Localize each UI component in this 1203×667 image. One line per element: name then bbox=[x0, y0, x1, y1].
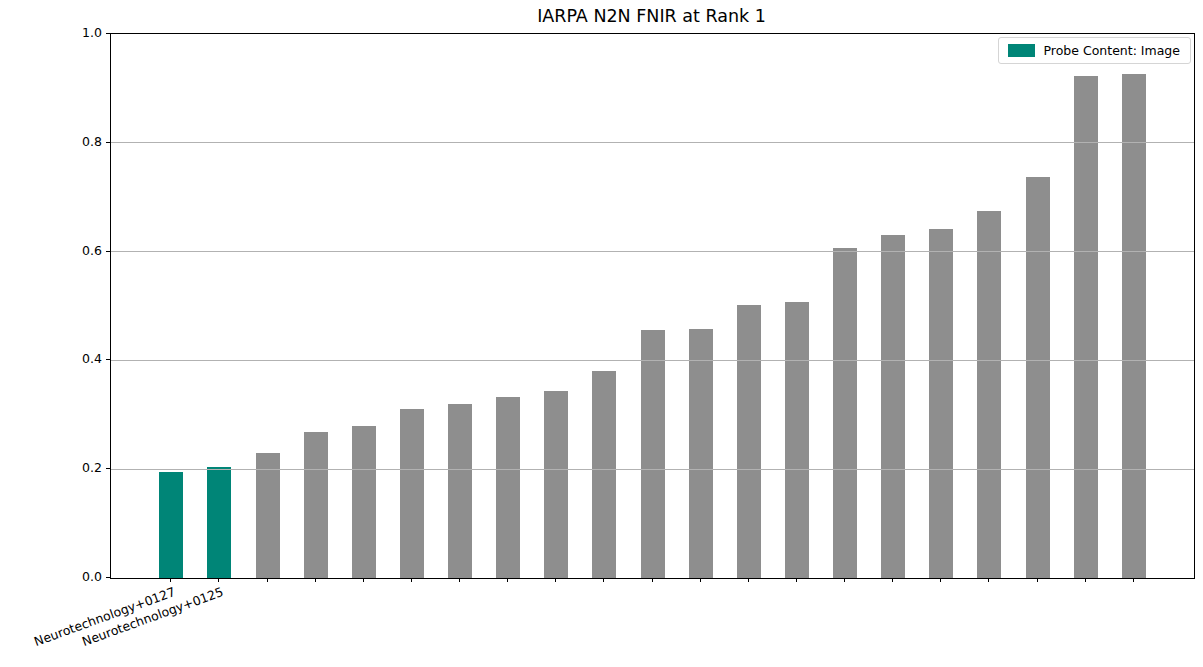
x-tick-mark bbox=[555, 578, 556, 582]
figure: IARPA N2N FNIR at Rank 1 FNIR @ Rank 1 P… bbox=[0, 0, 1203, 667]
bar bbox=[1026, 177, 1050, 578]
plot-area bbox=[110, 33, 1195, 579]
gridline bbox=[111, 469, 1194, 470]
bar bbox=[881, 235, 905, 578]
x-tick-mark bbox=[748, 578, 749, 582]
x-tick-mark bbox=[315, 578, 316, 582]
bar bbox=[207, 467, 231, 578]
bar bbox=[544, 391, 568, 578]
gridline bbox=[111, 142, 1194, 143]
bar bbox=[689, 329, 713, 578]
y-tick-label: 0.0 bbox=[62, 569, 102, 585]
bar bbox=[833, 248, 857, 578]
bar bbox=[400, 409, 424, 578]
x-tick-mark bbox=[1085, 578, 1086, 582]
x-tick-mark bbox=[603, 578, 604, 582]
x-tick-mark bbox=[652, 578, 653, 582]
gridline bbox=[111, 251, 1194, 252]
x-tick-mark bbox=[988, 578, 989, 582]
x-tick-mark bbox=[507, 578, 508, 582]
chart-title: IARPA N2N FNIR at Rank 1 bbox=[110, 6, 1193, 26]
legend-swatch-icon bbox=[1008, 44, 1035, 57]
x-tick-mark bbox=[700, 578, 701, 582]
x-tick-mark bbox=[796, 578, 797, 582]
x-tick-mark bbox=[218, 578, 219, 582]
y-tick-label: 0.2 bbox=[62, 460, 102, 476]
bar bbox=[256, 453, 280, 578]
bar bbox=[448, 404, 472, 578]
bar bbox=[929, 229, 953, 578]
x-tick-mark bbox=[363, 578, 364, 582]
y-tick-label: 1.0 bbox=[62, 25, 102, 41]
x-tick-mark bbox=[411, 578, 412, 582]
y-tick-mark bbox=[106, 468, 110, 469]
bar bbox=[785, 302, 809, 578]
bar bbox=[1074, 76, 1098, 578]
legend-label: Probe Content: Image bbox=[1044, 43, 1180, 58]
gridline bbox=[111, 360, 1194, 361]
x-tick-mark bbox=[1133, 578, 1134, 582]
x-tick-mark bbox=[170, 578, 171, 582]
bar bbox=[641, 330, 665, 578]
bar bbox=[592, 371, 616, 578]
bar bbox=[737, 305, 761, 578]
y-tick-mark bbox=[106, 359, 110, 360]
bar bbox=[1122, 74, 1146, 578]
y-tick-mark bbox=[106, 33, 110, 34]
bar bbox=[977, 211, 1001, 578]
x-tick-mark bbox=[940, 578, 941, 582]
y-tick-mark bbox=[106, 251, 110, 252]
y-tick-mark bbox=[106, 577, 110, 578]
bar bbox=[496, 397, 520, 578]
legend: Probe Content: Image bbox=[998, 37, 1191, 64]
y-tick-mark bbox=[106, 142, 110, 143]
x-tick-mark bbox=[459, 578, 460, 582]
y-tick-label: 0.8 bbox=[62, 134, 102, 150]
x-tick-mark bbox=[267, 578, 268, 582]
x-tick-mark bbox=[1037, 578, 1038, 582]
x-tick-mark bbox=[844, 578, 845, 582]
y-tick-label: 0.4 bbox=[62, 351, 102, 367]
bar bbox=[304, 432, 328, 578]
x-tick-mark bbox=[892, 578, 893, 582]
y-tick-label: 0.6 bbox=[62, 243, 102, 259]
bar bbox=[352, 426, 376, 578]
bar bbox=[159, 472, 183, 578]
